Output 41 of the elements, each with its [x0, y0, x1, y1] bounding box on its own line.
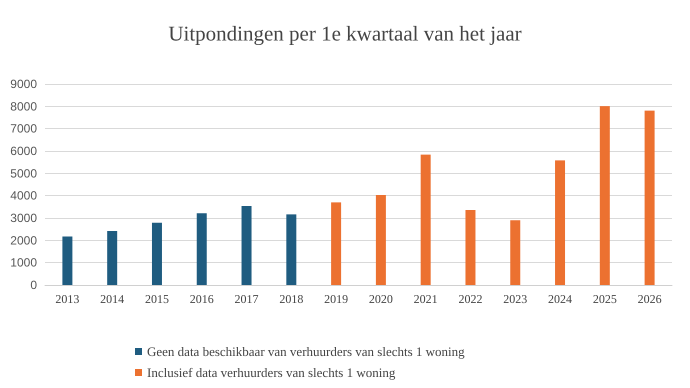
y-tick-label: 6000	[10, 144, 38, 158]
bar	[465, 210, 476, 285]
x-tick-label: 2025	[592, 292, 617, 306]
bar	[107, 230, 118, 285]
y-tick-label: 1000	[10, 256, 38, 270]
chart-title: Uitpondingen per 1e kwartaal van het jaar	[168, 22, 522, 46]
bar	[555, 160, 566, 285]
bar	[376, 194, 386, 285]
x-tick-label: 2024	[548, 292, 572, 306]
bar	[331, 202, 342, 285]
x-tick-label: 2019	[324, 292, 348, 306]
y-tick-label: 2000	[10, 233, 38, 248]
bar	[286, 214, 296, 285]
y-tick-label: 5000	[10, 166, 38, 180]
bar	[420, 154, 431, 285]
x-tick-label: 2015	[144, 292, 169, 306]
y-tick-label: 3000	[10, 211, 38, 225]
bar	[510, 220, 520, 285]
x-tick-label: 2018	[279, 292, 304, 306]
x-tick-label: 2021	[414, 292, 438, 306]
y-tick-label: 7000	[10, 122, 38, 136]
bar	[242, 206, 252, 285]
legend-label: Geen data beschikbaar van verhuurders van slechts 1 woning	[147, 344, 466, 359]
bar	[152, 222, 162, 285]
x-tick-label: 2020	[368, 292, 393, 306]
y-tick-label: 0	[30, 278, 38, 292]
y-tick-label: 8000	[10, 99, 38, 114]
legend-label: Inclusief data verhuurders van slechts 1 woning	[147, 365, 396, 380]
bar	[62, 236, 72, 285]
x-tick-label: 2013	[55, 292, 80, 306]
x-tick-label: 2023	[503, 292, 528, 306]
x-tick-label: 2016	[190, 292, 214, 306]
y-tick-label: 4000	[10, 188, 38, 203]
bar	[644, 110, 655, 285]
x-tick-label: 2022	[458, 292, 482, 306]
x-tick-label: 2014	[100, 292, 124, 306]
bar	[600, 106, 610, 285]
x-tick-label: 2017	[234, 292, 259, 306]
bar	[196, 213, 207, 285]
y-tick-label: 9000	[10, 77, 38, 91]
x-tick-label: 2026	[638, 292, 662, 306]
